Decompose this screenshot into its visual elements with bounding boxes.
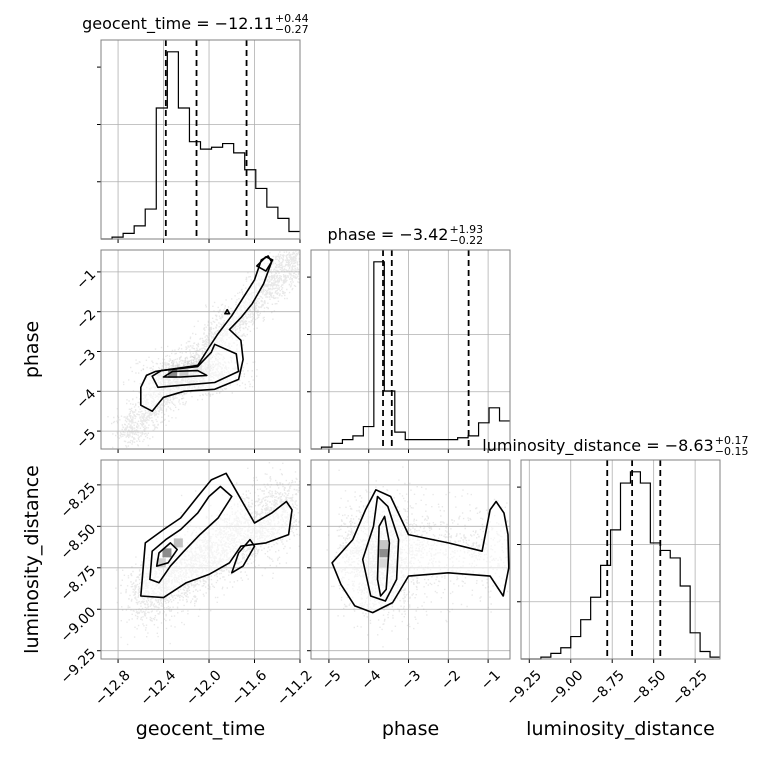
x-tick-label: −8.75	[586, 667, 628, 709]
panel-hist-luminosity_distance	[520, 459, 721, 660]
contour-level-3	[231, 538, 256, 574]
y-tick-label: −1	[73, 267, 99, 293]
frames-layer	[97, 39, 721, 663]
contour-level-4	[224, 308, 231, 315]
x-axis-label-luminosity_distance: luminosity_distance	[526, 718, 715, 740]
contour-level-0	[331, 489, 510, 614]
title-main: geocent_time = −12.11	[82, 14, 274, 34]
x-tick-label: −2	[438, 667, 464, 693]
y-tick-label: −8.25	[58, 480, 100, 522]
x-tick-label: −11.6	[229, 667, 271, 709]
x-tick-label: −8.25	[669, 667, 711, 709]
y-axis-label-luminosity_distance: luminosity_distance	[21, 465, 43, 654]
panel-luminosity_distance-vs-geocent_time	[100, 459, 301, 660]
panel-luminosity_distance-vs-phase	[310, 459, 511, 660]
y-tick-label: −2	[73, 307, 99, 333]
contour-level-0	[140, 472, 293, 599]
marks-layer	[101, 40, 720, 660]
x-tick-label: −4	[359, 667, 385, 693]
panel-hist-phase	[310, 249, 511, 450]
x-tick-label: −12.8	[92, 667, 134, 709]
title-main: phase = −3.42	[328, 225, 449, 244]
title-main: luminosity_distance = −8.63	[482, 436, 713, 456]
scatter-points	[107, 251, 301, 449]
scatter-cloud-phase-vs-geocent_time	[107, 251, 301, 449]
x-tick-label: −9.25	[503, 667, 545, 709]
x-tick-label: −1	[478, 667, 504, 693]
y-tick-label: −8.75	[58, 563, 100, 605]
x-tick-label: −3	[398, 667, 424, 693]
x-tick-label: −12.4	[138, 667, 180, 709]
panel-hist-geocent_time	[100, 39, 301, 240]
contour-level-0	[140, 255, 273, 412]
y-tick-label: −9.00	[58, 604, 100, 646]
contour-level-3	[256, 256, 274, 272]
contour-level-2	[376, 515, 391, 597]
contour-level-1	[151, 343, 240, 389]
histogram-luminosity_distance	[521, 471, 720, 660]
panel-title-luminosity_distance: luminosity_distance = −8.63 +0.17−0.15	[482, 434, 748, 458]
title-minus: −0.15	[715, 445, 749, 458]
y-tick-label: −8.50	[58, 521, 100, 563]
title-minus: −0.22	[449, 234, 483, 247]
y-tick-label: −5	[73, 426, 99, 452]
x-tick-label: −5	[319, 667, 345, 693]
contour-level-1	[361, 495, 400, 602]
x-axis-label-geocent_time: geocent_time	[136, 718, 265, 740]
contour-level-1	[149, 485, 233, 584]
y-tick-label: −4	[73, 386, 99, 412]
x-axis-label-phase: phase	[382, 718, 439, 740]
title-plus: +1.93	[449, 223, 483, 236]
panel-phase-vs-geocent_time	[100, 249, 301, 450]
panel-title-phase: phase = −3.42 +1.93−0.22	[328, 223, 484, 247]
x-tick-label: −9.00	[545, 667, 587, 709]
contour-level-2	[162, 369, 208, 378]
y-axis-label-phase: phase	[21, 321, 43, 378]
y-tick-label: −9.25	[58, 646, 100, 688]
contour-level-2	[155, 542, 178, 567]
histogram-phase	[311, 261, 510, 450]
x-tick-label: −11.2	[274, 667, 316, 709]
x-tick-label: −8.50	[628, 667, 670, 709]
title-plus: +0.44	[275, 12, 309, 25]
panel-title-geocent_time: geocent_time = −12.11 +0.44−0.27	[82, 12, 309, 36]
title-minus: −0.27	[275, 23, 309, 36]
y-tick-label: −3	[73, 346, 99, 372]
histogram-geocent_time	[101, 51, 300, 240]
title-plus: +0.17	[715, 434, 749, 447]
x-tick-label: −12.0	[183, 667, 225, 709]
